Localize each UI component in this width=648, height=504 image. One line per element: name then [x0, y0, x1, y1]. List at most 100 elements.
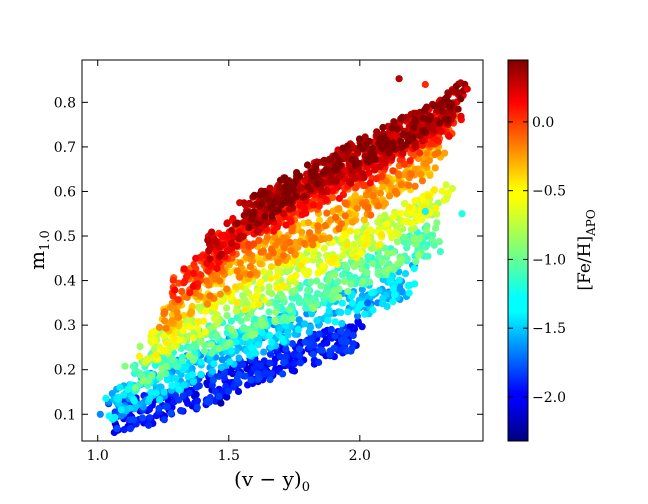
scatter-point — [265, 194, 273, 203]
scatter-point — [257, 362, 265, 370]
scatter-point — [190, 260, 198, 269]
scatter-point — [200, 317, 208, 325]
scatter-point — [254, 335, 262, 343]
scatter-point — [318, 346, 326, 355]
scatter-point — [301, 320, 309, 328]
scatter-point — [411, 110, 419, 118]
scatter-point — [232, 283, 240, 291]
scatter-point — [274, 237, 282, 245]
scatter-point — [232, 307, 240, 315]
scatter-point — [250, 240, 258, 248]
scatter-point — [416, 149, 424, 157]
scatter-point — [136, 342, 144, 351]
scatter-point — [146, 395, 154, 403]
scatter-point — [313, 290, 321, 298]
scatter-point — [339, 251, 347, 259]
scatter-point — [389, 213, 397, 221]
scatter-point — [229, 214, 237, 223]
scatter-point — [364, 235, 372, 243]
scatter-point — [278, 335, 286, 343]
colorbar-ticks: 0.0 −0.5 −1.0 −1.5 −2.0 — [508, 115, 566, 406]
scatter-point — [358, 265, 366, 273]
scatter-point — [217, 399, 225, 407]
scatter-point — [454, 105, 462, 113]
scatter-point — [139, 377, 147, 385]
scatter-point — [435, 238, 443, 246]
scatter-point — [105, 412, 113, 420]
scatter-point — [420, 107, 429, 115]
scatter-point — [386, 276, 394, 284]
scatter-point — [215, 258, 223, 266]
scatter-point — [298, 211, 306, 219]
scatter-point — [332, 177, 340, 185]
scatter-point — [344, 287, 352, 296]
scatter-point — [192, 254, 200, 262]
scatter-point — [317, 282, 325, 290]
scatter-point — [248, 344, 256, 352]
scatter-point — [224, 233, 232, 241]
scatter-point — [189, 378, 198, 386]
scatter-point — [124, 385, 132, 393]
scatter-point — [422, 243, 430, 251]
scatter-point — [444, 189, 452, 197]
scatter-point — [281, 174, 289, 182]
scatter-point — [283, 316, 291, 324]
scatter-point — [169, 355, 177, 363]
scatter-point — [292, 271, 300, 279]
scatter-point — [369, 306, 377, 314]
scatter-point — [120, 391, 128, 399]
scatter-point — [175, 385, 183, 394]
scatter-point — [341, 277, 349, 285]
y-tick-label: 0.8 — [54, 95, 76, 111]
scatter-point — [246, 263, 254, 271]
y-tick-label: 0.7 — [54, 140, 76, 156]
y-tick-label: 0.2 — [54, 363, 76, 379]
scatter-point — [266, 376, 274, 384]
scatter-point — [301, 338, 309, 346]
scatter-point — [436, 119, 444, 127]
scatter-point — [269, 249, 277, 257]
scatter-point — [411, 140, 419, 148]
scatter-point — [413, 212, 421, 220]
scatter-point — [425, 192, 433, 200]
scatter-point — [304, 183, 312, 191]
scatter-point — [438, 187, 446, 195]
scatter-point — [285, 305, 293, 314]
scatter-point — [359, 170, 367, 178]
scatter-point — [296, 352, 304, 360]
scatter-point — [395, 75, 403, 83]
scatter-point — [266, 350, 275, 358]
scatter-point — [374, 270, 382, 278]
scatter-point — [329, 187, 337, 195]
scatter-point — [406, 157, 414, 165]
scatter-point — [144, 376, 153, 385]
scatter-point — [313, 277, 321, 285]
scatter-point — [352, 183, 360, 191]
scatter-point — [290, 350, 298, 358]
scatter-point — [353, 254, 361, 262]
scatter-point — [404, 282, 412, 290]
scatter-point — [353, 204, 361, 212]
scatter-point — [315, 216, 324, 224]
scatter-point — [291, 279, 299, 287]
scatter-point — [323, 209, 331, 217]
scatter-point — [288, 227, 296, 235]
y-axis-label: m1.0 — [25, 230, 53, 270]
scatter-point — [388, 234, 396, 242]
scatter-point — [324, 316, 332, 325]
scatter-point — [239, 361, 247, 369]
scatter-point — [160, 416, 168, 424]
scatter-point — [433, 210, 441, 218]
scatter-point — [358, 285, 366, 294]
scatter-point — [180, 265, 188, 273]
scatter-point — [310, 247, 318, 255]
scatter-point — [351, 192, 359, 200]
scatter-point — [315, 330, 323, 338]
scatter-point — [162, 339, 170, 347]
scatter-point — [411, 280, 419, 288]
scatter-point — [197, 370, 205, 378]
scatter-point — [301, 176, 309, 184]
scatter-point — [355, 135, 364, 143]
scatter-point — [276, 290, 284, 298]
scatter-point — [418, 177, 426, 185]
